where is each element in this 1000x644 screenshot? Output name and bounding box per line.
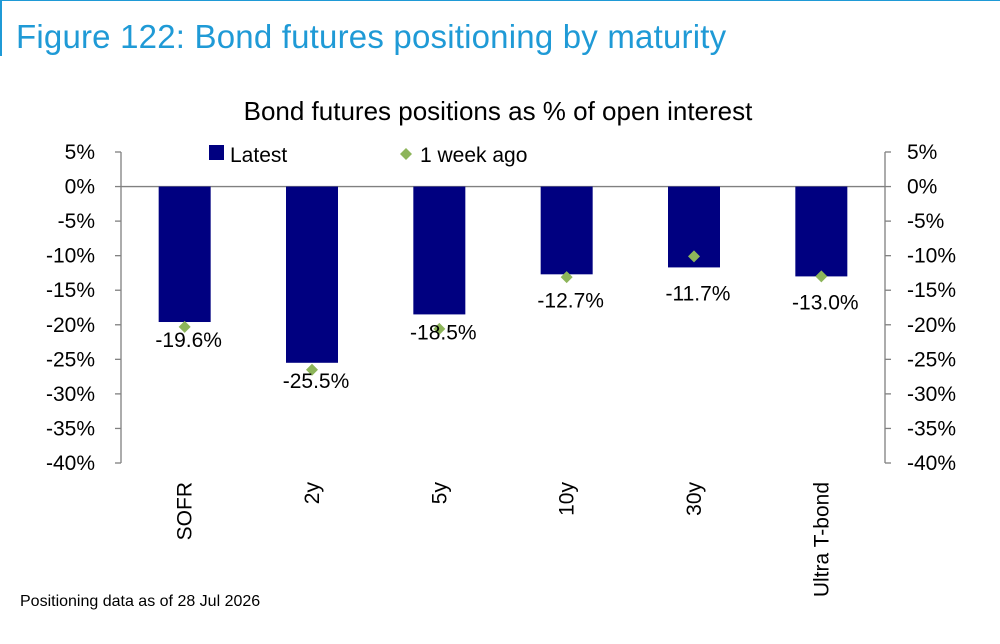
figure-title: Figure 122: Bond futures positioning by … [16, 18, 727, 55]
data-label: -11.7% [666, 282, 731, 305]
bar-latest-sofr [158, 186, 211, 323]
right-tick-label: -5% [907, 210, 944, 233]
bar-latest-ultra-t-bond [795, 186, 848, 277]
legend-week-ago-marker [400, 148, 412, 160]
bar-latest-5y [413, 186, 466, 315]
category-label: 30y [683, 482, 706, 516]
marker-week-ago-2y [306, 363, 318, 376]
category-label: Ultra T-bond [810, 482, 833, 597]
data-label: -25.5% [283, 370, 350, 393]
left-tick-label: -5% [58, 210, 95, 233]
left-tick-label: -15% [46, 279, 95, 302]
marker-week-ago-ultra-t-bond [815, 270, 828, 283]
right-tick-label: -10% [907, 245, 956, 268]
footnote: Positioning data as of 28 Jul 2026 [20, 593, 261, 610]
chart-title: Bond futures positions as % of open inte… [244, 96, 754, 126]
right-tick-label: 0% [907, 176, 937, 199]
left-tick-label: -35% [46, 417, 95, 440]
marker-week-ago-5y [433, 322, 446, 335]
title-accent-bar [0, 0, 2, 56]
marker-week-ago-10y [560, 271, 573, 284]
legend-week-ago-label: 1 week ago [420, 144, 527, 167]
right-tick-label: -35% [907, 417, 956, 440]
category-label: 2y [301, 482, 324, 505]
marker-week-ago-sofr [178, 320, 191, 333]
left-tick-label: -10% [46, 245, 95, 268]
right-tick-label: -30% [907, 383, 956, 406]
left-tick-label: -30% [46, 383, 95, 406]
top-rule [2, 0, 1000, 1]
data-label: -18.5% [410, 321, 477, 344]
category-label: 10y [556, 482, 579, 516]
left-tick-label: -20% [46, 314, 95, 337]
marker-week-ago-30y [688, 250, 700, 263]
left-tick-label: -40% [46, 452, 95, 475]
left-tick-label: 5% [65, 141, 95, 164]
bar-latest-2y [286, 186, 338, 363]
right-tick-label: -40% [907, 452, 956, 475]
category-label: 5y [428, 482, 451, 505]
right-tick-label: -25% [907, 348, 956, 371]
right-tick-label: -15% [907, 279, 956, 302]
right-tick-label: 5% [907, 141, 937, 164]
left-tick-label: -25% [46, 348, 95, 371]
data-label: -13.0% [792, 291, 859, 314]
legend-latest-label: Latest [230, 144, 287, 167]
left-tick-label: 0% [65, 176, 95, 199]
legend-latest-swatch [209, 145, 224, 160]
data-label: -19.6% [155, 329, 222, 352]
data-label: -12.7% [537, 289, 604, 312]
right-tick-label: -20% [907, 314, 956, 337]
category-label: SOFR [174, 482, 197, 540]
bar-latest-10y [540, 186, 593, 275]
